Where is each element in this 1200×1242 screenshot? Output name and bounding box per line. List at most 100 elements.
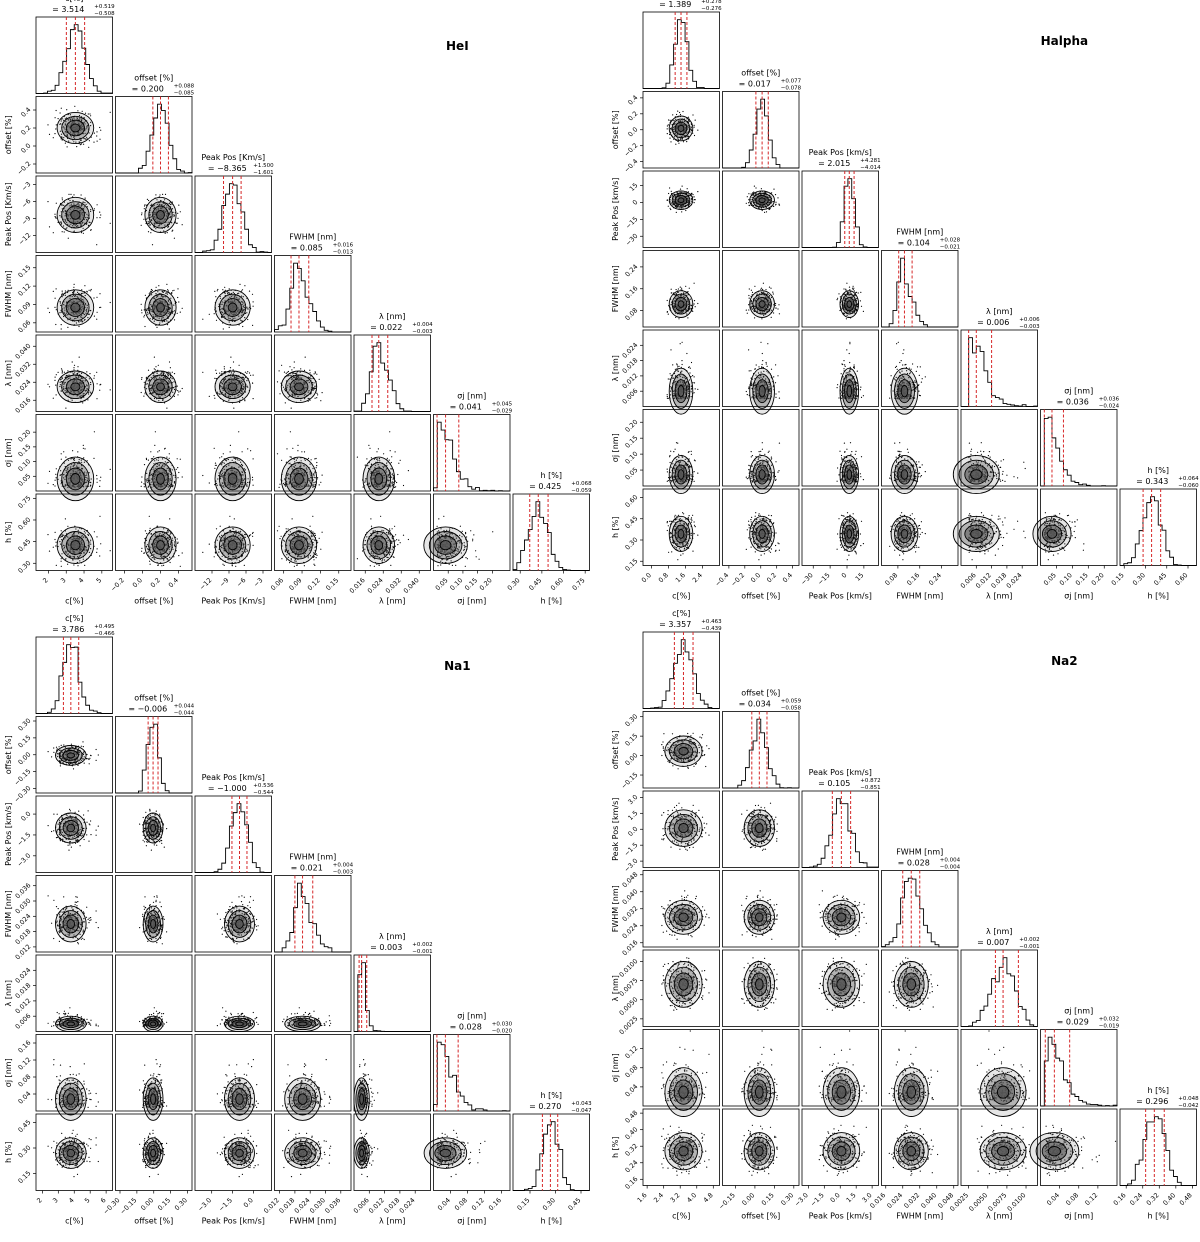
scatter-point: [62, 370, 63, 371]
scatter-cell-5-3: [275, 415, 352, 501]
param-title: σj [nm]: [457, 392, 486, 401]
scatter-point: [90, 290, 91, 291]
y-tick-label: 0.05: [17, 472, 33, 488]
scatter-point: [100, 543, 101, 544]
scatter-point: [141, 482, 142, 483]
scatter-point: [162, 194, 163, 195]
scatter-point: [314, 373, 315, 374]
x-tick-label: −0.2: [109, 576, 126, 593]
scatter-point: [253, 458, 254, 459]
scatter-point: [74, 365, 75, 366]
histogram-4: λ [nm]= 0.022+0.004−0.003: [354, 312, 433, 412]
scatter-point: [54, 539, 55, 540]
scatter-point: [141, 486, 142, 487]
scatter-point: [141, 312, 142, 313]
scatter-point: [279, 393, 280, 394]
contour-level-3: [71, 474, 80, 485]
scatter-point: [161, 565, 162, 566]
scatter-point: [49, 386, 50, 387]
scatter-point: [110, 112, 111, 113]
scatter-point: [61, 459, 62, 460]
scatter-point: [84, 565, 85, 566]
scatter-point: [244, 565, 245, 566]
scatter-point: [252, 477, 253, 478]
scatter-point: [171, 293, 172, 294]
scatter-point: [322, 392, 323, 393]
scatter-point: [144, 382, 145, 383]
scatter-point: [322, 475, 323, 476]
scatter-point: [62, 372, 63, 373]
scatter-point: [93, 458, 94, 459]
scatter-point: [56, 309, 57, 310]
scatter-point: [144, 204, 145, 205]
scatter-point: [141, 310, 142, 311]
scatter-point: [62, 231, 63, 232]
scatter-point: [291, 369, 292, 370]
scatter-point: [214, 398, 215, 399]
scatter-point: [61, 324, 62, 325]
scatter-point: [62, 199, 63, 200]
scatter-point: [366, 458, 367, 459]
y-tick-label: 0.024: [14, 378, 33, 397]
scatter-point: [233, 369, 234, 370]
scatter-point: [250, 534, 251, 535]
scatter-point: [177, 213, 178, 214]
scatter-point: [63, 451, 64, 452]
scatter-point: [238, 431, 239, 432]
scatter-point: [61, 108, 62, 109]
y-tick-label: 0.15: [17, 263, 33, 279]
scatter-point: [178, 205, 179, 206]
scatter-point: [316, 458, 317, 459]
scatter-point: [93, 142, 94, 143]
y-tick-label: 0.30: [17, 559, 33, 575]
scatter-point: [144, 486, 145, 487]
scatter-point: [284, 372, 285, 373]
scatter-point: [369, 448, 370, 449]
scatter-point: [214, 378, 215, 379]
scatter-point: [89, 140, 90, 141]
scatter-point: [56, 477, 57, 478]
histogram-steps: [434, 422, 511, 491]
scatter-point: [146, 459, 147, 460]
scatter-point: [292, 518, 293, 519]
y-axis-label: σj [nm]: [4, 438, 13, 467]
y-tick-label: 0.040: [14, 342, 33, 361]
scatter-point: [288, 528, 289, 529]
scatter-point: [77, 110, 78, 111]
scatter-point: [56, 374, 57, 375]
scatter-point: [53, 232, 54, 233]
scatter-point: [209, 482, 210, 483]
scatter-point: [61, 368, 62, 369]
scatter-point: [96, 319, 97, 320]
scatter-point: [217, 289, 218, 290]
scatter-point: [376, 451, 377, 452]
scatter-point: [96, 552, 97, 553]
scatter-point: [141, 379, 142, 380]
param-plus: +0.004: [412, 322, 433, 328]
scatter-point: [61, 328, 62, 329]
scatter-point: [281, 460, 282, 461]
scatter-point: [152, 458, 153, 459]
scatter-cell-3-1: [116, 256, 193, 333]
scatter-point: [209, 314, 210, 315]
scatter-point: [389, 460, 390, 461]
scatter-point: [56, 124, 57, 125]
scatter-point: [252, 294, 253, 295]
param-minus: −0.029: [492, 409, 513, 415]
scatter-point: [56, 468, 57, 469]
scatter-point: [61, 561, 62, 562]
scatter-point: [49, 312, 50, 313]
scatter-point: [301, 451, 302, 452]
scatter-point: [222, 564, 223, 565]
scatter-point: [99, 516, 100, 517]
scatter-point: [249, 372, 250, 373]
scatter-point: [47, 124, 48, 125]
scatter-point: [94, 531, 95, 532]
scatter-point: [148, 460, 149, 461]
contour-level-3: [71, 541, 80, 550]
y-axis-label: h [%]: [4, 522, 13, 543]
scatter-cell-5-2: [195, 415, 272, 501]
contour-level-3: [71, 211, 80, 220]
contour-level-3: [295, 474, 304, 485]
